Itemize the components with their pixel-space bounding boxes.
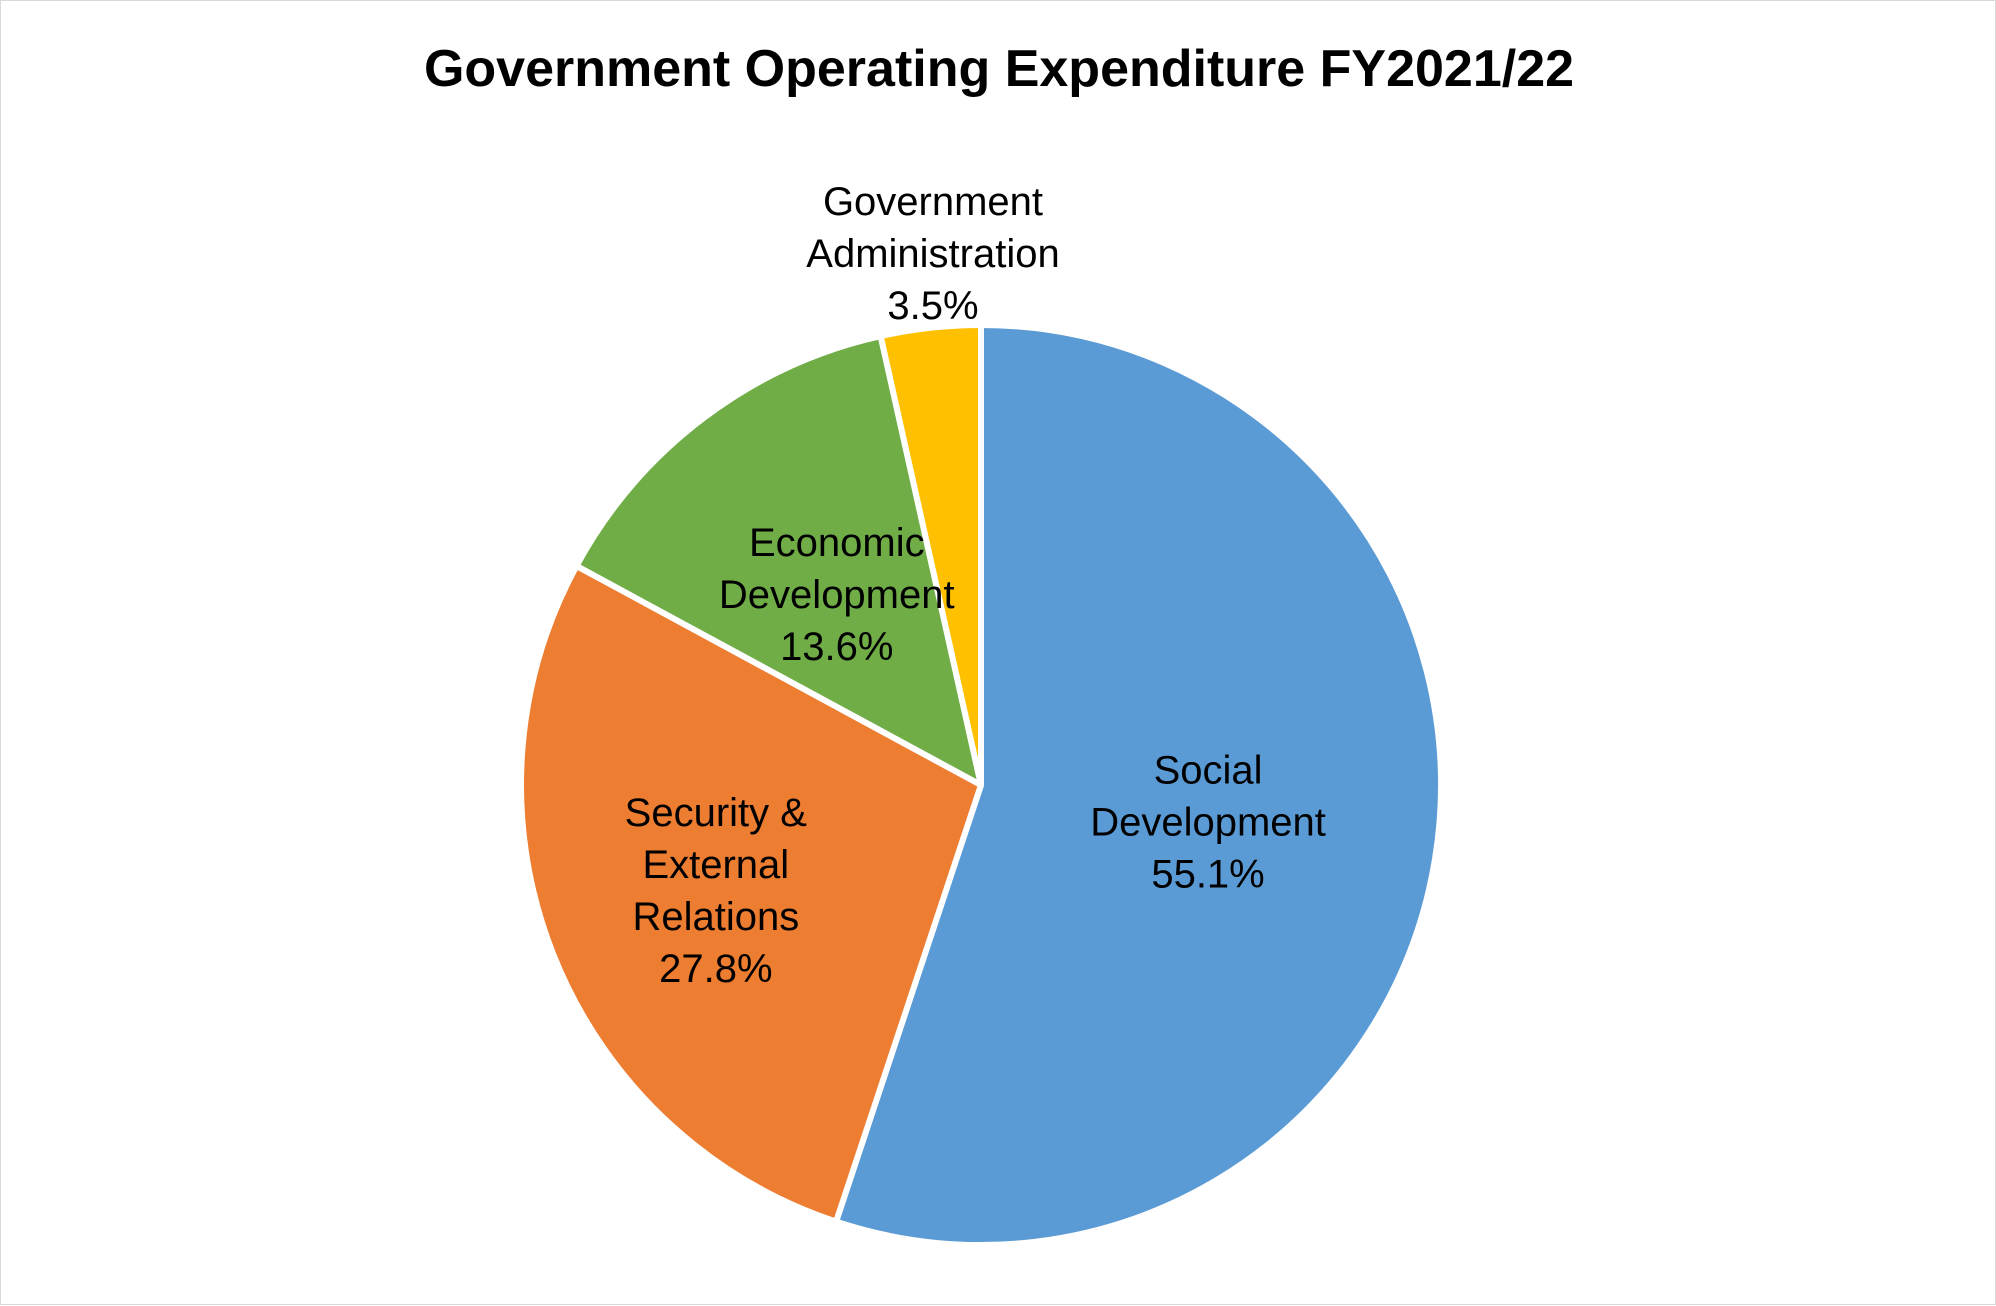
slice-label: Security & External Relations 27.8% [625,791,808,991]
slice-category-label: Development [1090,801,1326,845]
slice-label: Social Development 55.1% [1090,749,1326,897]
slice-value-label: 3.5% [887,284,978,328]
slice-label: Economic Development 13.6% [719,521,955,669]
slice-category-label: Government [823,180,1043,224]
slice-category-label: Security & [625,791,808,835]
pie-slice [833,322,1445,1248]
pie-slices [518,322,1445,1248]
slice-category-label: External [642,843,789,887]
slice-value-label: 55.1% [1151,853,1264,897]
slice-labels: Social Development 55.1% Security & External… [625,180,1326,991]
pie-slice [877,322,984,788]
slice-category-label: Economic [749,521,925,565]
slice-category-label: Administration [806,232,1059,276]
slice-category-label: Relations [632,895,799,939]
slice-label: Government Administration 3.5% [806,180,1059,328]
slice-category-label: Social [1154,749,1263,793]
slice-category-label: Development [719,573,955,617]
pie-slice [518,562,984,1225]
chart-title: Government Operating Expenditure FY2021/… [424,40,1574,98]
pie-slice [573,333,984,788]
slice-value-label: 27.8% [659,947,772,991]
slice-value-label: 13.6% [780,625,893,669]
